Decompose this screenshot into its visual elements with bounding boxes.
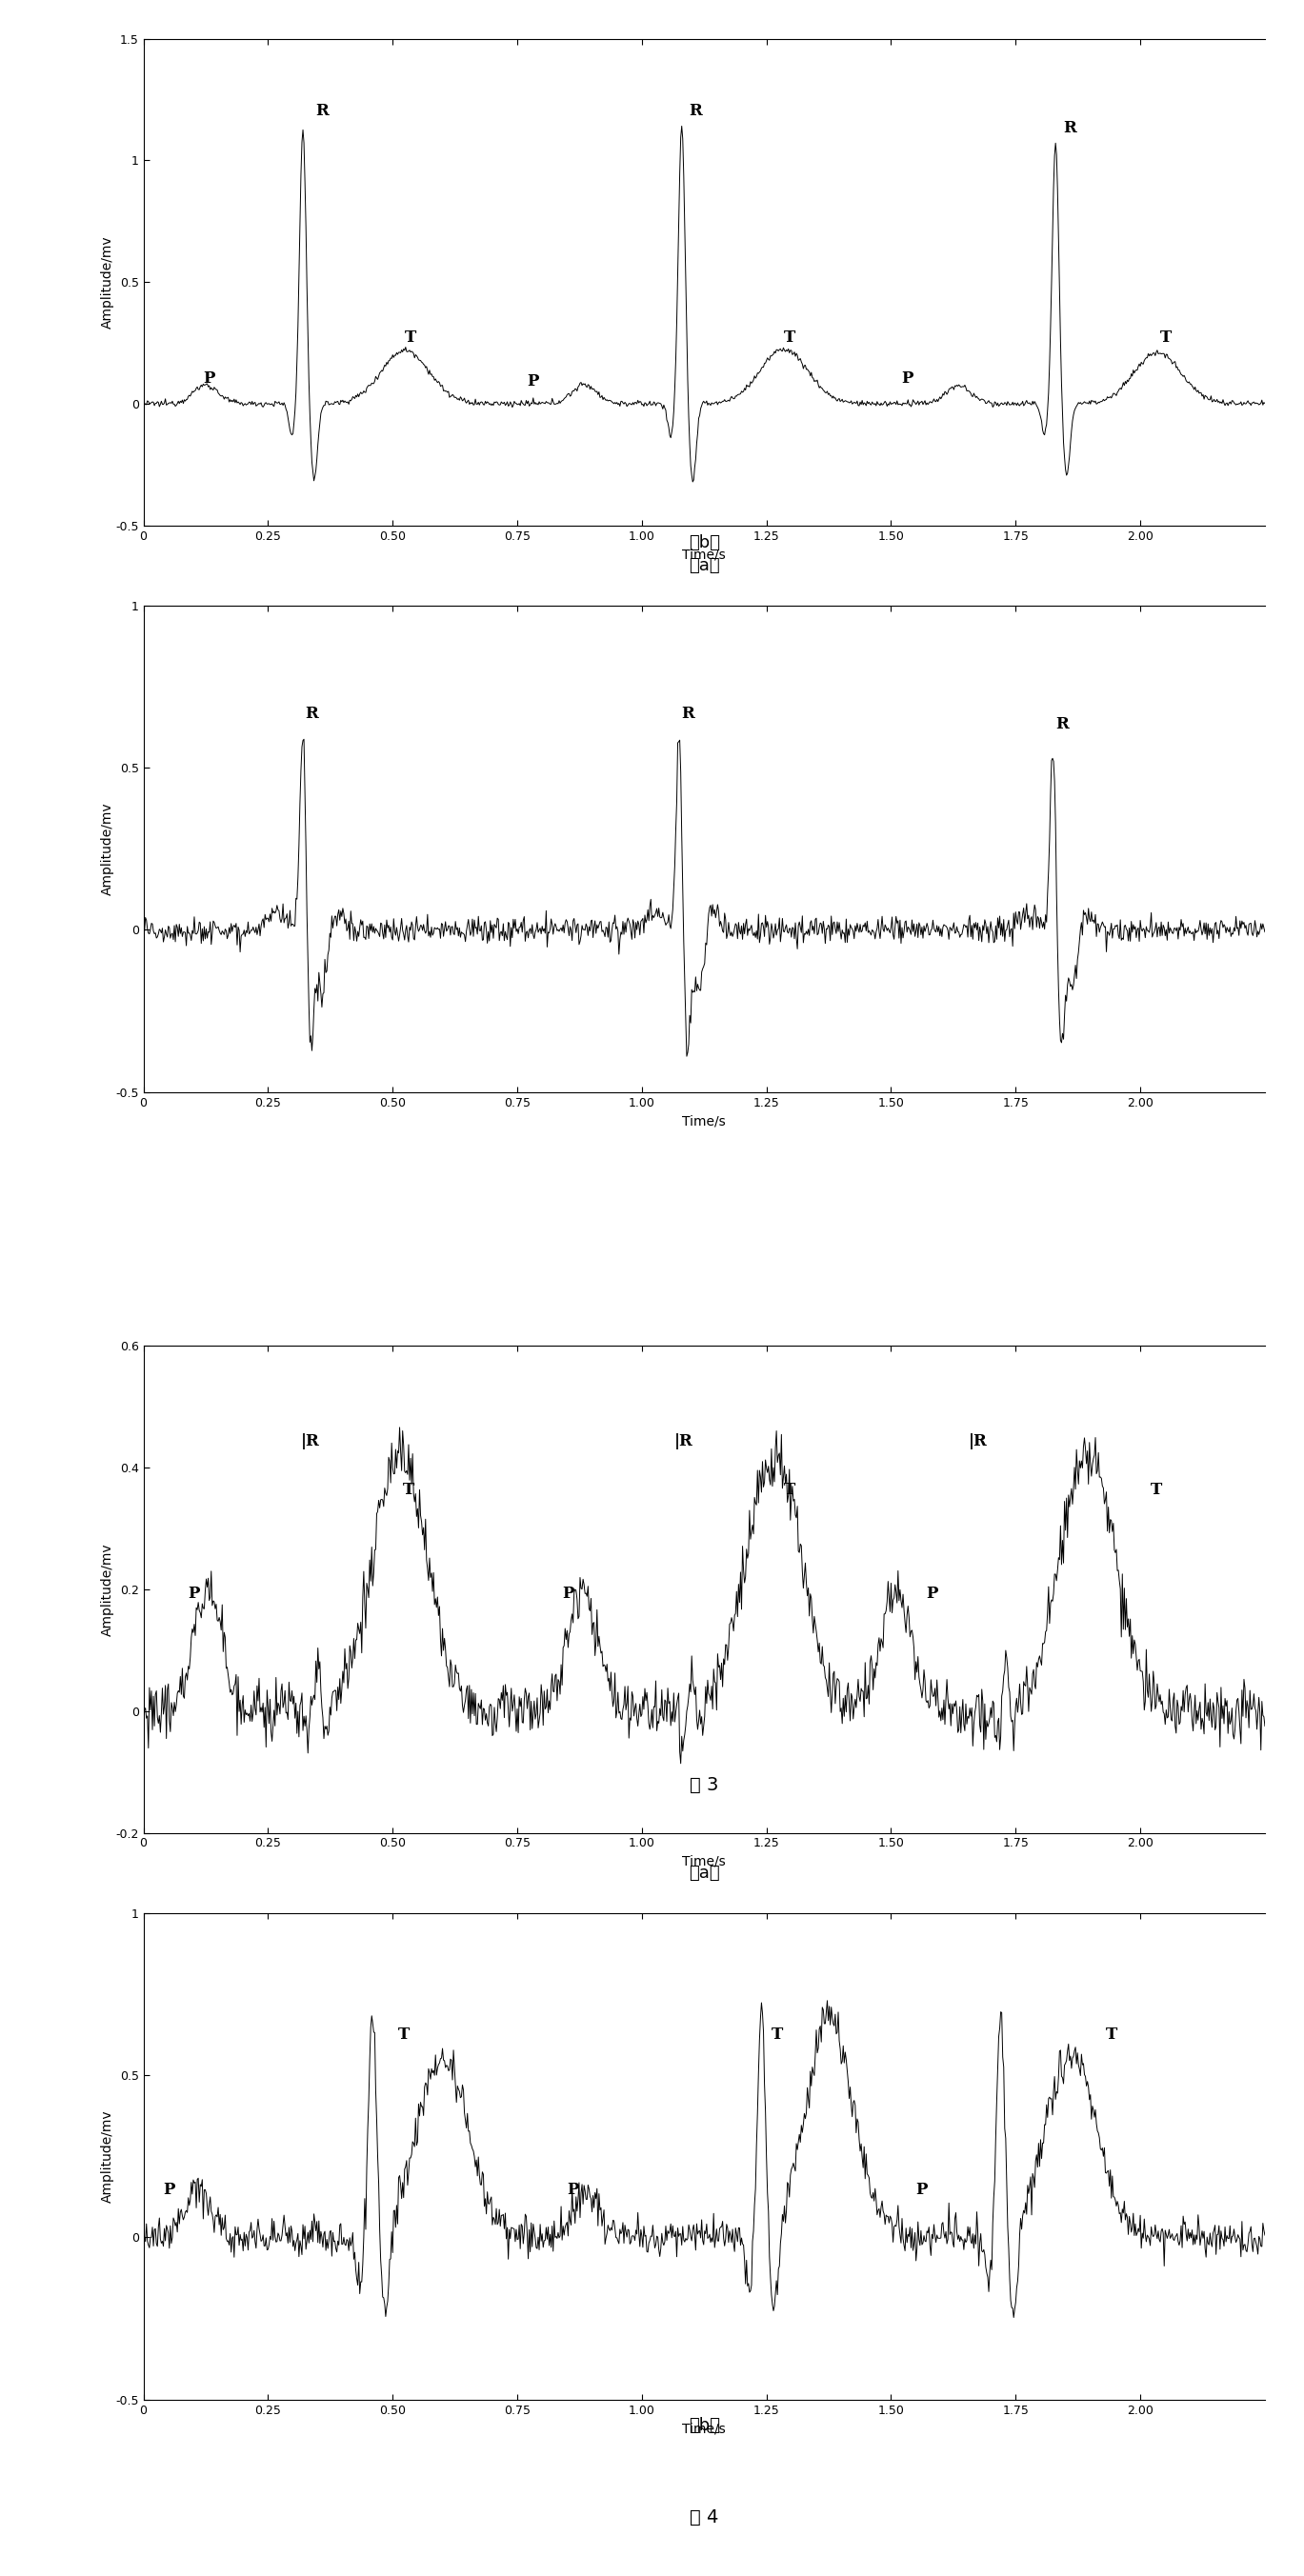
Text: P: P [527, 374, 539, 389]
Text: T: T [784, 1481, 795, 1499]
Text: （b）: （b） [689, 533, 720, 551]
Text: T: T [1106, 2027, 1118, 2043]
Text: R: R [682, 706, 695, 721]
Text: P: P [915, 2182, 927, 2197]
Text: P: P [203, 371, 215, 386]
Text: R: R [305, 706, 318, 721]
Text: P: P [163, 2182, 175, 2197]
X-axis label: Time/s: Time/s [682, 1115, 726, 1128]
Text: T: T [403, 1481, 415, 1499]
Y-axis label: Amplitude/mv: Amplitude/mv [100, 801, 115, 896]
Text: （a）: （a） [689, 556, 720, 574]
Text: |R: |R [674, 1432, 692, 1450]
Text: P: P [188, 1584, 200, 1602]
Text: （a）: （a） [689, 1865, 720, 1880]
Text: P: P [926, 1584, 938, 1602]
Text: T: T [784, 330, 795, 345]
Text: |R: |R [969, 1432, 987, 1450]
Text: R: R [690, 103, 703, 118]
Text: P: P [567, 2182, 579, 2197]
Text: 图 3: 图 3 [690, 1775, 719, 1795]
Text: R: R [1063, 121, 1076, 137]
Text: T: T [398, 2027, 409, 2043]
Text: P: P [562, 1584, 574, 1602]
Y-axis label: Amplitude/mv: Amplitude/mv [100, 2110, 115, 2202]
Text: R: R [316, 103, 329, 118]
Text: （b）: （b） [689, 2416, 720, 2434]
X-axis label: Time/s: Time/s [682, 2421, 726, 2434]
Text: T: T [406, 330, 417, 345]
X-axis label: Time/s: Time/s [682, 549, 726, 562]
X-axis label: Time/s: Time/s [682, 1855, 726, 1868]
Y-axis label: Amplitude/mv: Amplitude/mv [100, 234, 115, 330]
Text: P: P [901, 371, 913, 386]
Text: T: T [1161, 330, 1172, 345]
Text: T: T [1150, 1481, 1162, 1499]
Text: |R: |R [300, 1432, 319, 1450]
Text: 图 4: 图 4 [690, 2509, 719, 2527]
Text: R: R [1055, 716, 1069, 732]
Y-axis label: Amplitude/mv: Amplitude/mv [100, 1543, 115, 1636]
Text: T: T [772, 2027, 784, 2043]
